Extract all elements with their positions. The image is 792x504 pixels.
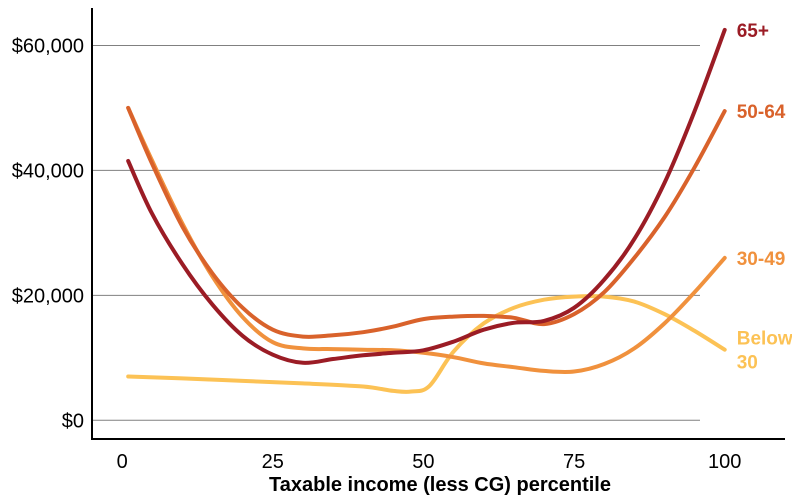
y-tick-label: $0 bbox=[62, 410, 84, 432]
series-line-30-49 bbox=[126, 105, 727, 375]
y-tick-labels: $0 $20,000 $40,000 $60,000 bbox=[12, 35, 84, 432]
x-tick-label: 75 bbox=[563, 451, 585, 473]
series-labels: 65+ 50-64 30-49 Below 30 bbox=[737, 21, 792, 374]
x-axis-label: Taxable income (less CG) percentile bbox=[269, 474, 611, 496]
x-tick-labels: 0 25 50 75 100 bbox=[117, 451, 742, 473]
series-label: 30 bbox=[737, 353, 758, 374]
x-tick-label: 100 bbox=[708, 451, 741, 473]
series-label: Below bbox=[737, 329, 792, 350]
series-line-65- bbox=[126, 27, 727, 365]
x-tick-label: 0 bbox=[117, 451, 128, 473]
y-tick-label: $40,000 bbox=[12, 160, 84, 182]
series-label: 30-49 bbox=[737, 249, 786, 270]
series-line-50-64 bbox=[126, 105, 727, 339]
x-tick-label: 25 bbox=[262, 451, 284, 473]
y-tick-label: $60,000 bbox=[12, 35, 84, 57]
y-tick-label: $20,000 bbox=[12, 285, 84, 307]
series-lines bbox=[126, 27, 727, 394]
series-label: 65+ bbox=[737, 21, 769, 42]
series-label: 50-64 bbox=[737, 102, 786, 123]
x-tick-label: 50 bbox=[412, 451, 434, 473]
